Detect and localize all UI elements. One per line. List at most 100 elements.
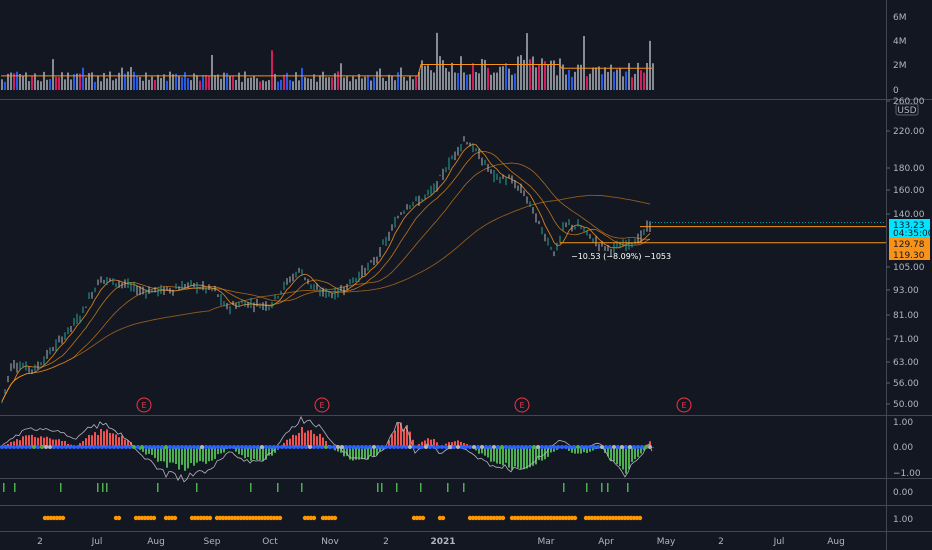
oscillator-zero-dot	[232, 445, 236, 449]
volume-bar	[157, 74, 159, 90]
oscillator-bar	[376, 447, 378, 456]
price-axis-label: 63.00	[893, 358, 919, 368]
volume-bar	[295, 72, 297, 90]
oscillator-zero-dot	[172, 445, 176, 449]
oscillator-zero-dot	[424, 445, 428, 449]
oscillator-bar	[316, 436, 318, 447]
price-panel[interactable]: −10.53 (−8.09%) −1053 E E E E 260.00 220.00 1…	[1, 97, 932, 413]
volume-bar	[445, 68, 447, 90]
oscillator-zero-dot	[332, 445, 336, 449]
oscillator-bar	[325, 441, 327, 447]
oscillator-panel[interactable]: 1.00 0.00 −1.00	[0, 415, 921, 483]
oscillator-bar	[295, 435, 297, 447]
oscillator-bar	[451, 442, 453, 447]
oscillator-bar	[247, 447, 249, 458]
volume-bar	[565, 74, 567, 90]
signal-1-tick	[420, 483, 422, 492]
oscillator-zero-dot	[504, 445, 508, 449]
oscillator-bar	[286, 439, 288, 447]
oscillator-bar	[94, 432, 96, 447]
signal-2-dot	[151, 515, 157, 521]
oscillator-bar	[181, 447, 183, 465]
signal-panel-2[interactable]: 1.00	[42, 515, 914, 525]
earnings-marker-circle	[514, 397, 530, 413]
oscillator-bar	[631, 447, 633, 462]
volume-bar	[376, 71, 378, 90]
oscillator-zero-dot	[596, 445, 600, 449]
oscillator-zero-dot	[388, 445, 392, 449]
oscillator-bar	[46, 436, 48, 447]
oscillator-zero-dot	[404, 445, 408, 449]
signal-1-tick	[601, 483, 603, 492]
volume-bar	[493, 72, 495, 90]
oscillator-zero-dot	[84, 445, 88, 449]
signal-panel-1[interactable]: 0.00	[3, 483, 913, 498]
volume-bar	[292, 81, 294, 90]
volume-bar	[424, 65, 426, 90]
volume-bar	[568, 69, 570, 90]
volume-bar	[160, 78, 162, 90]
oscillator-bar	[166, 447, 168, 468]
volume-bar	[223, 72, 225, 90]
oscillator-zero-dot	[140, 445, 144, 449]
price-candles	[1, 136, 651, 403]
oscillator-zero-dot	[68, 445, 72, 449]
volume-bar	[613, 71, 615, 90]
oscillator-bar	[154, 447, 156, 458]
volume-bar	[499, 66, 501, 90]
oscillator-zero-dot	[456, 445, 460, 449]
oscillator-zero-dot	[324, 445, 328, 449]
volume-bar	[175, 73, 177, 90]
volume-bar	[322, 71, 324, 90]
oscillator-bar	[289, 438, 291, 447]
oscillator-zero-dot	[492, 445, 496, 449]
volume-bar	[289, 80, 291, 90]
volume-bar	[598, 66, 600, 90]
price-axis-label: 220.00	[893, 127, 925, 137]
oscillator-bar	[259, 447, 261, 461]
volume-bar	[319, 75, 321, 90]
volume-bar	[73, 74, 75, 90]
price-axis-label: 71.00	[893, 335, 919, 345]
signal-1-tick	[627, 483, 629, 492]
oscillator-zero-dot	[148, 445, 152, 449]
volume-bar	[451, 62, 453, 90]
volume-bar	[325, 77, 327, 90]
volume-bar	[124, 73, 126, 90]
oscillator-zero-dot	[248, 445, 252, 449]
volume-bar	[217, 74, 219, 90]
oscillator-zero-dot	[488, 445, 492, 449]
oscillator-zero-dot	[4, 445, 8, 449]
earnings-marker-circle	[314, 397, 330, 413]
volume-panel[interactable]: 6M 4M 2M 0	[1, 13, 907, 96]
oscillator-bar	[52, 439, 54, 447]
oscillator-zero-dot	[604, 445, 608, 449]
signal-1-tick	[563, 483, 565, 492]
volume-bar	[262, 80, 264, 90]
volume-bar	[583, 35, 585, 90]
oscillator-zero-dot	[420, 445, 424, 449]
oscillator-zero-dot	[368, 445, 372, 449]
oscillator-bar	[298, 432, 300, 447]
oscillator-bar	[28, 435, 30, 447]
oscillator-zero-dot	[128, 445, 132, 449]
oscillator-bar	[214, 447, 216, 460]
oscillator-zero-dot	[432, 445, 436, 449]
oscillator-zero-dot	[292, 445, 296, 449]
oscillator-bar	[82, 440, 84, 447]
oscillator-zero-dot	[472, 445, 476, 449]
oscillator-bar	[331, 447, 333, 448]
oscillator-bar	[457, 440, 459, 447]
oscillator-zero-dot	[428, 445, 432, 449]
volume-axis-label: 0	[893, 86, 899, 96]
volume-bar	[19, 74, 21, 90]
oscillator-bar	[139, 447, 141, 450]
volume-bar	[523, 59, 525, 90]
oscillator-zero-dot	[160, 445, 164, 449]
oscillator-bar	[235, 447, 237, 452]
volume-bar	[307, 78, 309, 90]
volume-bar	[496, 72, 498, 90]
price-axis-label: 160.00	[893, 186, 925, 196]
oscillator-bar	[358, 447, 360, 460]
